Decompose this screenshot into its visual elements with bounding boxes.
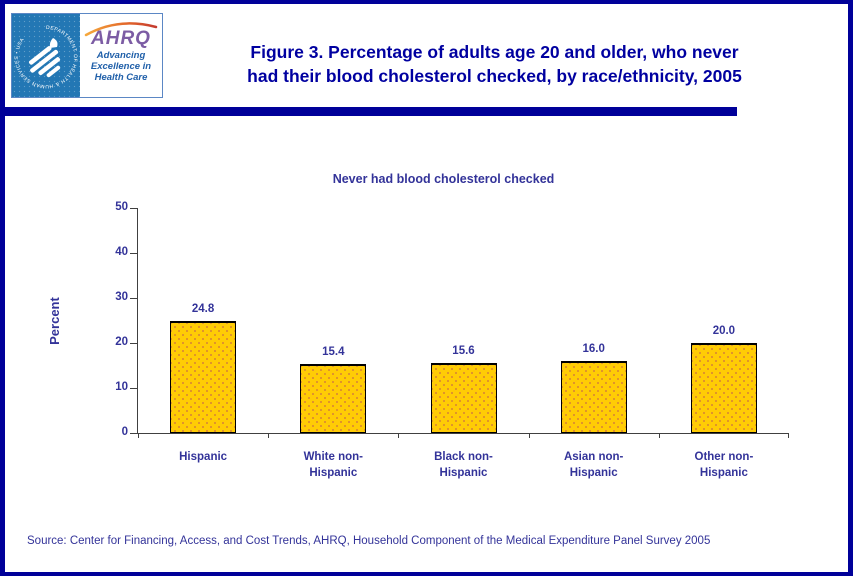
- y-axis-label: Percent: [47, 297, 62, 345]
- figure-title-line2: had their blood cholesterol checked, by …: [247, 66, 742, 86]
- bar: [300, 363, 367, 433]
- y-tick-label: 30: [115, 291, 128, 303]
- x-category-label: Other non- Hispanic: [659, 449, 789, 481]
- hhs-seal-icon: DEPARTMENT OF HEALTH & HUMAN SERVICES • …: [12, 14, 80, 97]
- x-category-label-line: Hispanic: [179, 451, 228, 463]
- y-tick-label: 20: [115, 336, 128, 348]
- hhs-eagle-icon: DEPARTMENT OF HEALTH & HUMAN SERVICES • …: [14, 25, 78, 89]
- ahrq-acronym: AHRQ: [91, 28, 151, 49]
- x-category-label-line: Asian non-: [563, 451, 624, 463]
- x-axis-tick: [788, 433, 789, 438]
- figure-title: Figure 3. Percentage of adults age 20 an…: [155, 40, 834, 88]
- y-axis-tick: [130, 207, 138, 209]
- x-axis-tick: [528, 433, 530, 438]
- figure-title-line1: Figure 3. Percentage of adults age 20 an…: [250, 42, 739, 62]
- bar-value-label: 20.0: [712, 325, 736, 337]
- x-category-label: White non- Hispanic: [268, 449, 398, 481]
- bar-value-label: 24.8: [191, 303, 215, 316]
- x-axis-tick: [268, 433, 270, 438]
- y-axis-tick: [130, 297, 138, 299]
- x-axis-tick: [398, 433, 400, 438]
- bar: [430, 362, 497, 433]
- y-axis-tick: [130, 387, 138, 389]
- y-tick-label: 0: [121, 426, 128, 438]
- x-category-label-line: Hispanic: [699, 467, 748, 479]
- x-axis-tick: [138, 433, 139, 438]
- bar-value-label: 16.0: [582, 343, 605, 355]
- x-category-label-line: Hispanic: [439, 467, 488, 479]
- bar: [690, 343, 757, 433]
- bar: [170, 321, 237, 433]
- plot-area: 0 10 20 30 40 50 24.8 Hispanic 15.4 White non- His…: [115, 201, 789, 479]
- x-category-label-line: Black non-: [434, 451, 493, 463]
- x-category-label-line: Other non-: [694, 451, 754, 463]
- source-note: Source: Center for Financing, Access, an…: [27, 535, 711, 547]
- hhs-ahrq-logo: DEPARTMENT OF HEALTH & HUMAN SERVICES • …: [11, 13, 163, 98]
- x-axis-tick: [658, 433, 660, 438]
- x-category-label-line: Hispanic: [309, 467, 358, 479]
- x-category-label-line: White non-: [303, 451, 363, 463]
- y-tick-label: 10: [115, 381, 128, 393]
- y-axis-tick: [130, 432, 138, 434]
- header-divider-bar: [5, 107, 737, 116]
- bar: [560, 361, 627, 433]
- x-category-label: Asian non- Hispanic: [529, 449, 659, 481]
- bar-value-label: 15.6: [452, 344, 475, 357]
- bar-value-label: 15.4: [322, 345, 345, 358]
- ahrq-arc-icon: [84, 22, 158, 37]
- x-category-label-line: Hispanic: [569, 467, 618, 479]
- x-category-label: Black non- Hispanic: [398, 449, 528, 481]
- y-tick-label: 50: [115, 201, 128, 213]
- ahrq-logo: AHRQ Advancing Excellence in Health Care: [80, 14, 162, 97]
- ahrq-tagline: Advancing Excellence in Health Care: [90, 50, 152, 83]
- y-axis-tick: [130, 252, 138, 254]
- y-tick-label: 40: [115, 246, 128, 258]
- y-axis-tick: [130, 342, 138, 344]
- chart-title: Never had blood cholesterol checked: [332, 172, 555, 186]
- x-category-label: Hispanic: [138, 449, 268, 465]
